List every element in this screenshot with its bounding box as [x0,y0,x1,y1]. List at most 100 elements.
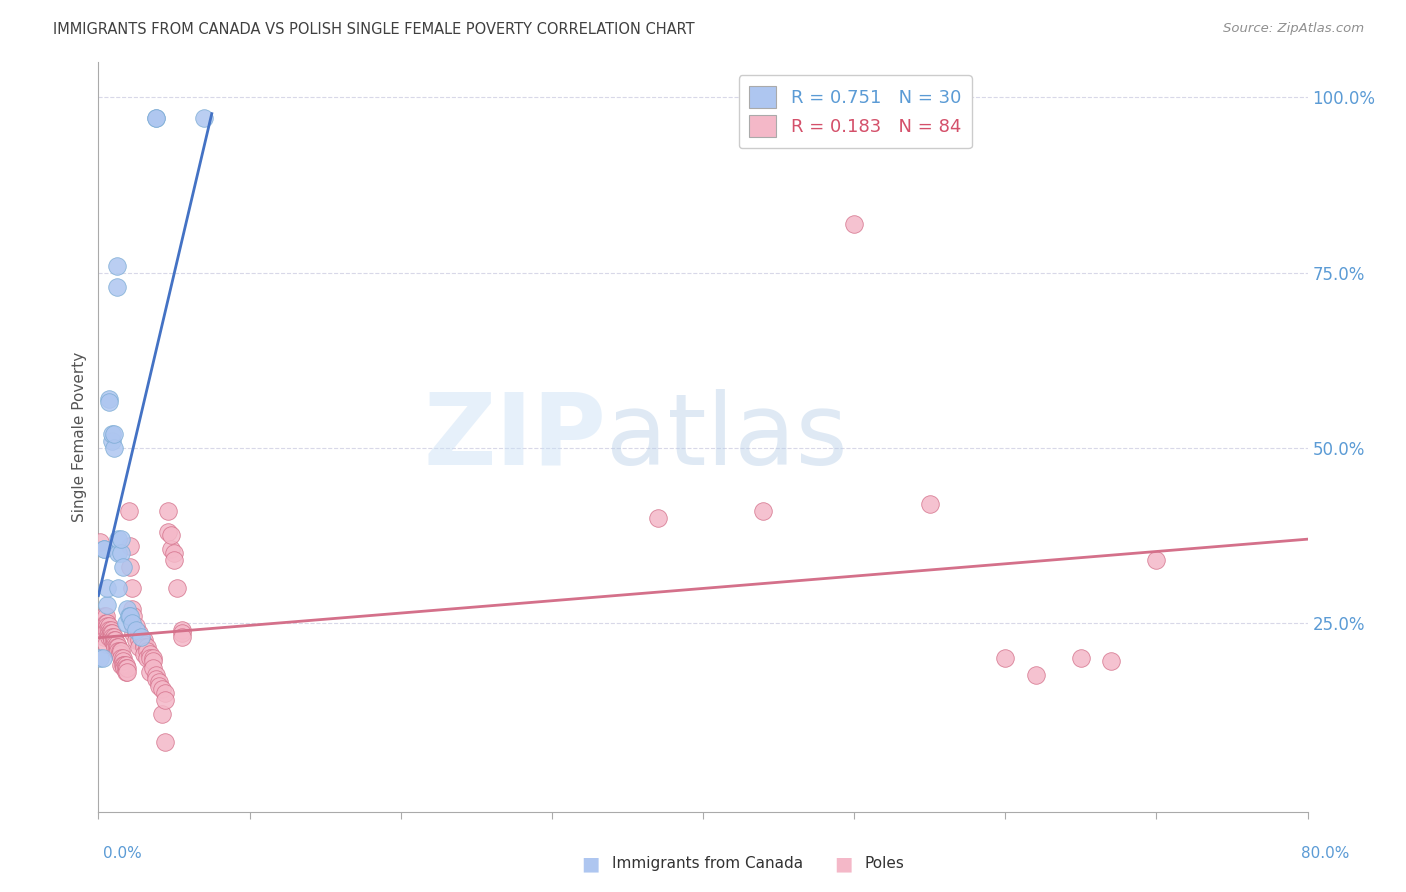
Text: Poles: Poles [865,856,904,871]
Point [100,630,122,644]
Point [93,542,115,557]
Text: ZIP: ZIP [423,389,606,485]
Point [103,630,125,644]
Point [145,672,167,686]
Point [994,650,1017,665]
Point [142,650,165,665]
Point [115,601,138,615]
Point [104,640,127,655]
Point [156,503,179,517]
Point [115,661,138,675]
Point [111,650,134,665]
Point [101,626,124,640]
Point [145,668,167,682]
Point [142,654,165,668]
Point [89,535,111,549]
Point [166,581,188,595]
Legend: R = 0.751   N = 30, R = 0.183   N = 84: R = 0.751 N = 30, R = 0.183 N = 84 [738,75,972,148]
Point [93,608,115,623]
Point [122,608,145,623]
Point [94,608,117,623]
Point [122,626,145,640]
Point [93,630,115,644]
Point [110,650,132,665]
Point [103,637,125,651]
Point [105,279,128,293]
Point [139,650,162,665]
Text: Source: ZipAtlas.com: Source: ZipAtlas.com [1223,22,1364,36]
Point [132,633,155,648]
Point [153,686,176,700]
Point [153,692,176,706]
Point [153,734,176,748]
Point [128,633,150,648]
Point [120,539,142,553]
Point [132,647,155,661]
Point [104,637,127,651]
Point [110,532,132,546]
Point [108,643,131,657]
Point [125,626,148,640]
Point [120,559,142,574]
Point [107,643,129,657]
Point [98,630,121,644]
Text: atlas: atlas [606,389,848,485]
Text: ■: ■ [581,854,600,873]
Text: Immigrants from Canada: Immigrants from Canada [612,856,803,871]
Point [118,608,141,623]
Point [112,661,135,675]
Point [163,552,186,566]
Text: 0.0%: 0.0% [103,846,142,861]
Point [160,528,183,542]
Point [114,657,136,672]
Point [156,524,179,539]
Point [148,679,170,693]
Point [150,682,173,697]
Point [139,647,162,661]
Point [163,546,186,560]
Point [145,112,167,126]
Point [103,441,125,455]
Point [107,581,129,595]
Point [135,640,157,655]
Point [118,503,141,517]
Point [104,633,127,648]
Point [844,217,866,231]
Point [115,665,138,679]
Point [114,661,136,675]
Point [94,637,117,651]
Point [96,623,118,637]
Point [93,623,115,637]
Point [1144,552,1167,566]
Point [98,623,121,637]
Point [918,497,941,511]
Point [148,675,170,690]
Point [125,619,148,633]
Point [1024,668,1046,682]
Point [150,706,173,721]
Point [112,657,135,672]
Point [121,615,143,630]
Point [94,623,117,637]
Point [129,630,152,644]
Text: ■: ■ [834,854,853,873]
Point [98,395,121,409]
Point [98,392,121,406]
Point [107,640,129,655]
Point [132,640,155,655]
Point [110,657,132,672]
Point [120,608,142,623]
Text: 80.0%: 80.0% [1302,846,1350,861]
Point [114,615,136,630]
Point [110,643,132,657]
Point [107,546,129,560]
Point [105,643,128,657]
Point [160,542,183,557]
Point [101,434,124,448]
Point [142,661,165,675]
Point [193,112,215,126]
Point [96,598,118,612]
Point [752,503,775,517]
Point [98,626,121,640]
Text: IMMIGRANTS FROM CANADA VS POLISH SINGLE FEMALE POVERTY CORRELATION CHART: IMMIGRANTS FROM CANADA VS POLISH SINGLE … [53,22,695,37]
